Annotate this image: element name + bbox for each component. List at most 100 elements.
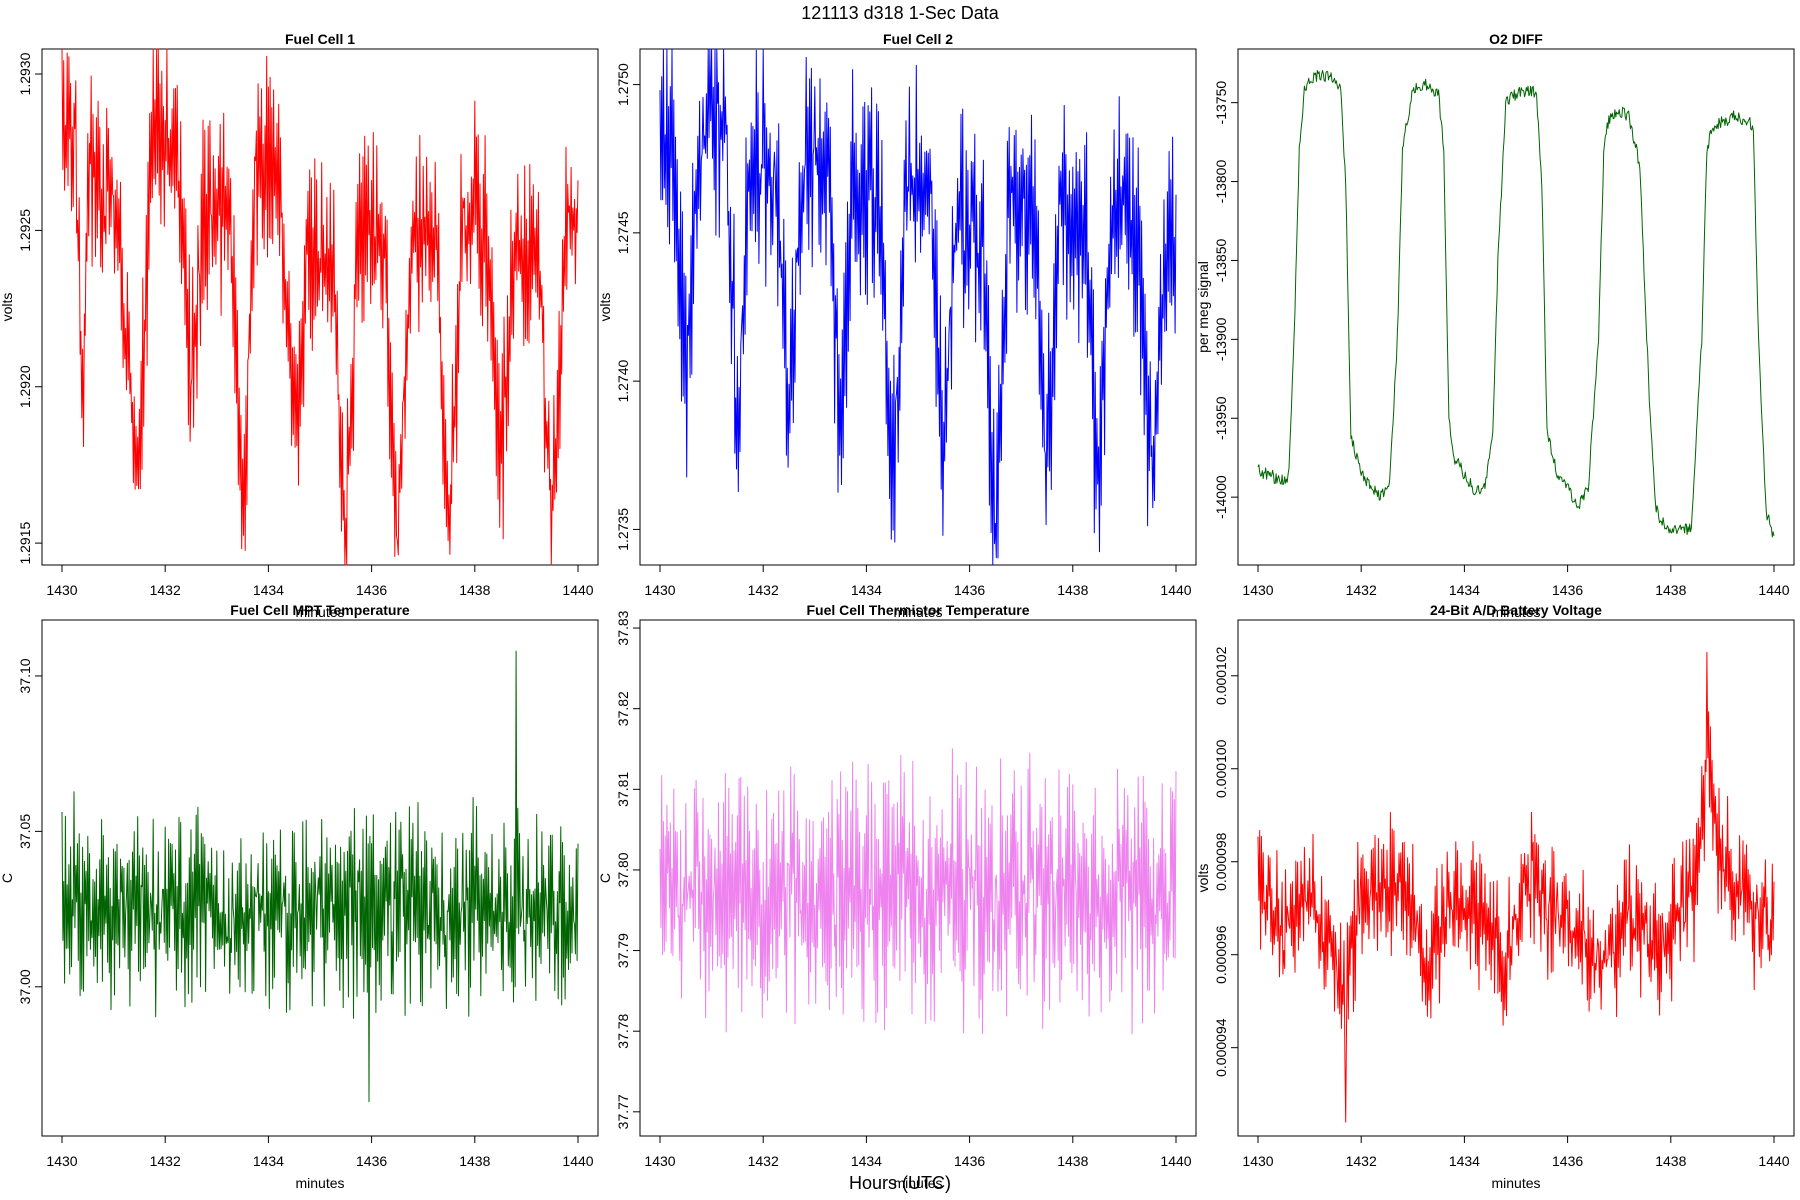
y-tick-label: 1.2735 <box>615 508 631 551</box>
x-tick-label: 1430 <box>644 582 675 598</box>
y-tick-label: 0.000100 <box>1213 739 1229 798</box>
y-tick-label: 1.2920 <box>17 365 33 408</box>
y-tick-label: 0.000094 <box>1213 1018 1229 1077</box>
x-tick-label: 1430 <box>1242 1153 1273 1169</box>
x-tick-label: 1438 <box>459 582 490 598</box>
x-tick-label: 1440 <box>1160 582 1191 598</box>
y-tick-label: 37.00 <box>17 969 33 1004</box>
panel-title: Fuel Cell Thermistor Temperature <box>806 602 1029 618</box>
y-tick-label: -13850 <box>1213 238 1229 282</box>
panel-fuel-cell-2: Fuel Cell 2 minutes volts 1430 1432 1434 14… <box>597 31 1197 620</box>
y-axis-label: per meg signal <box>1195 261 1211 353</box>
x-tick-label: 1430 <box>1242 582 1273 598</box>
y-axis-label: volts <box>1195 864 1211 893</box>
panel-battery-voltage: 24-Bit A/D Battery Voltage minutes volts… <box>1195 602 1795 1191</box>
panel-mpt-temperature: Fuel Cell MPT Temperature minutes C 1430… <box>0 602 599 1191</box>
y-tick-label: -13900 <box>1213 317 1229 361</box>
x-tick-label: 1432 <box>1346 1153 1377 1169</box>
x-axis-label: minutes <box>295 604 344 620</box>
y-tick-label: -13800 <box>1213 160 1229 204</box>
panel-title: Fuel Cell MPT Temperature <box>230 602 410 618</box>
panel-title: Fuel Cell 2 <box>883 31 953 47</box>
x-axis-label: minutes <box>1491 604 1540 620</box>
x-tick-label: 1436 <box>954 582 985 598</box>
y-axis-label: volts <box>597 293 613 322</box>
x-axis-label: minutes <box>1491 1175 1540 1191</box>
series-line <box>61 48 579 566</box>
x-tick-label: 1434 <box>851 1153 882 1169</box>
panel-title: O2 DIFF <box>1489 31 1543 47</box>
x-tick-label: 1440 <box>1758 582 1789 598</box>
x-tick-label: 1436 <box>1552 1153 1583 1169</box>
x-tick-label: 1436 <box>954 1153 985 1169</box>
plot-frame <box>1237 48 1795 566</box>
x-axis-label: minutes <box>893 1175 942 1191</box>
y-tick-label: 1.2740 <box>615 360 631 403</box>
x-tick-label: 1434 <box>1449 1153 1480 1169</box>
y-tick-label: 37.83 <box>615 610 631 645</box>
x-tick-label: 1438 <box>1655 582 1686 598</box>
panel-o2-diff: O2 DIFF minutes per meg signal 1430 1432 1… <box>1195 31 1795 620</box>
series-line <box>1257 652 1775 1123</box>
y-tick-label: -13950 <box>1213 396 1229 440</box>
x-tick-label: 1440 <box>1758 1153 1789 1169</box>
y-tick-label: 37.10 <box>17 658 33 693</box>
y-tick-label: 0.000102 <box>1213 646 1229 705</box>
y-tick-label: 37.05 <box>17 814 33 849</box>
series-line <box>1257 70 1775 538</box>
x-tick-label: 1430 <box>46 582 77 598</box>
y-tick-label: 37.81 <box>615 772 631 807</box>
y-tick-label: 37.80 <box>615 852 631 887</box>
y-tick-label: -13750 <box>1213 81 1229 125</box>
plot-frame <box>41 619 599 1137</box>
y-tick-label: 37.82 <box>615 691 631 726</box>
series-line <box>659 748 1177 1035</box>
footer-label: Hours (UTC) <box>849 1173 951 1193</box>
plot-frame <box>639 48 1197 566</box>
x-tick-label: 1432 <box>748 582 779 598</box>
x-tick-label: 1432 <box>1346 582 1377 598</box>
x-tick-label: 1434 <box>1449 582 1480 598</box>
x-tick-label: 1430 <box>644 1153 675 1169</box>
x-tick-label: 1438 <box>1655 1153 1686 1169</box>
plot-frame <box>639 619 1197 1137</box>
x-axis-label: minutes <box>893 604 942 620</box>
panel-title: 24-Bit A/D Battery Voltage <box>1430 602 1602 618</box>
y-tick-label: 1.2925 <box>17 209 33 252</box>
y-tick-label: 1.2750 <box>615 63 631 106</box>
y-tick-label: 0.000098 <box>1213 832 1229 891</box>
y-axis-label: C <box>597 873 613 883</box>
series-line <box>659 48 1177 566</box>
x-tick-label: 1436 <box>356 1153 387 1169</box>
panel-fuel-cell-1: Fuel Cell 1 minutes volts 1430 1432 1434 14… <box>0 31 599 620</box>
x-tick-label: 1432 <box>748 1153 779 1169</box>
x-axis-label: minutes <box>295 1175 344 1191</box>
y-tick-label: 37.77 <box>615 1094 631 1129</box>
x-tick-label: 1440 <box>562 582 593 598</box>
x-tick-label: 1434 <box>253 1153 284 1169</box>
y-axis-label: volts <box>0 293 15 322</box>
x-tick-label: 1432 <box>150 582 181 598</box>
panel-thermistor-temperature: Fuel Cell Thermistor Temperature minutes… <box>597 602 1197 1191</box>
x-tick-label: 1440 <box>562 1153 593 1169</box>
x-tick-label: 1440 <box>1160 1153 1191 1169</box>
y-tick-label: -14000 <box>1213 475 1229 519</box>
y-axis-label: C <box>0 873 15 883</box>
x-tick-label: 1438 <box>459 1153 490 1169</box>
x-tick-label: 1438 <box>1057 1153 1088 1169</box>
y-tick-label: 1.2930 <box>17 52 33 95</box>
panel-title: Fuel Cell 1 <box>285 31 355 47</box>
y-tick-label: 37.78 <box>615 1013 631 1048</box>
plot-frame <box>1237 619 1795 1137</box>
x-tick-label: 1436 <box>356 582 387 598</box>
x-tick-label: 1436 <box>1552 582 1583 598</box>
x-tick-label: 1438 <box>1057 582 1088 598</box>
x-tick-label: 1434 <box>851 582 882 598</box>
y-tick-label: 1.2915 <box>17 521 33 564</box>
y-tick-label: 1.2745 <box>615 211 631 254</box>
y-tick-label: 37.79 <box>615 933 631 968</box>
x-tick-label: 1430 <box>46 1153 77 1169</box>
plot-frame <box>41 48 599 566</box>
x-tick-label: 1432 <box>150 1153 181 1169</box>
